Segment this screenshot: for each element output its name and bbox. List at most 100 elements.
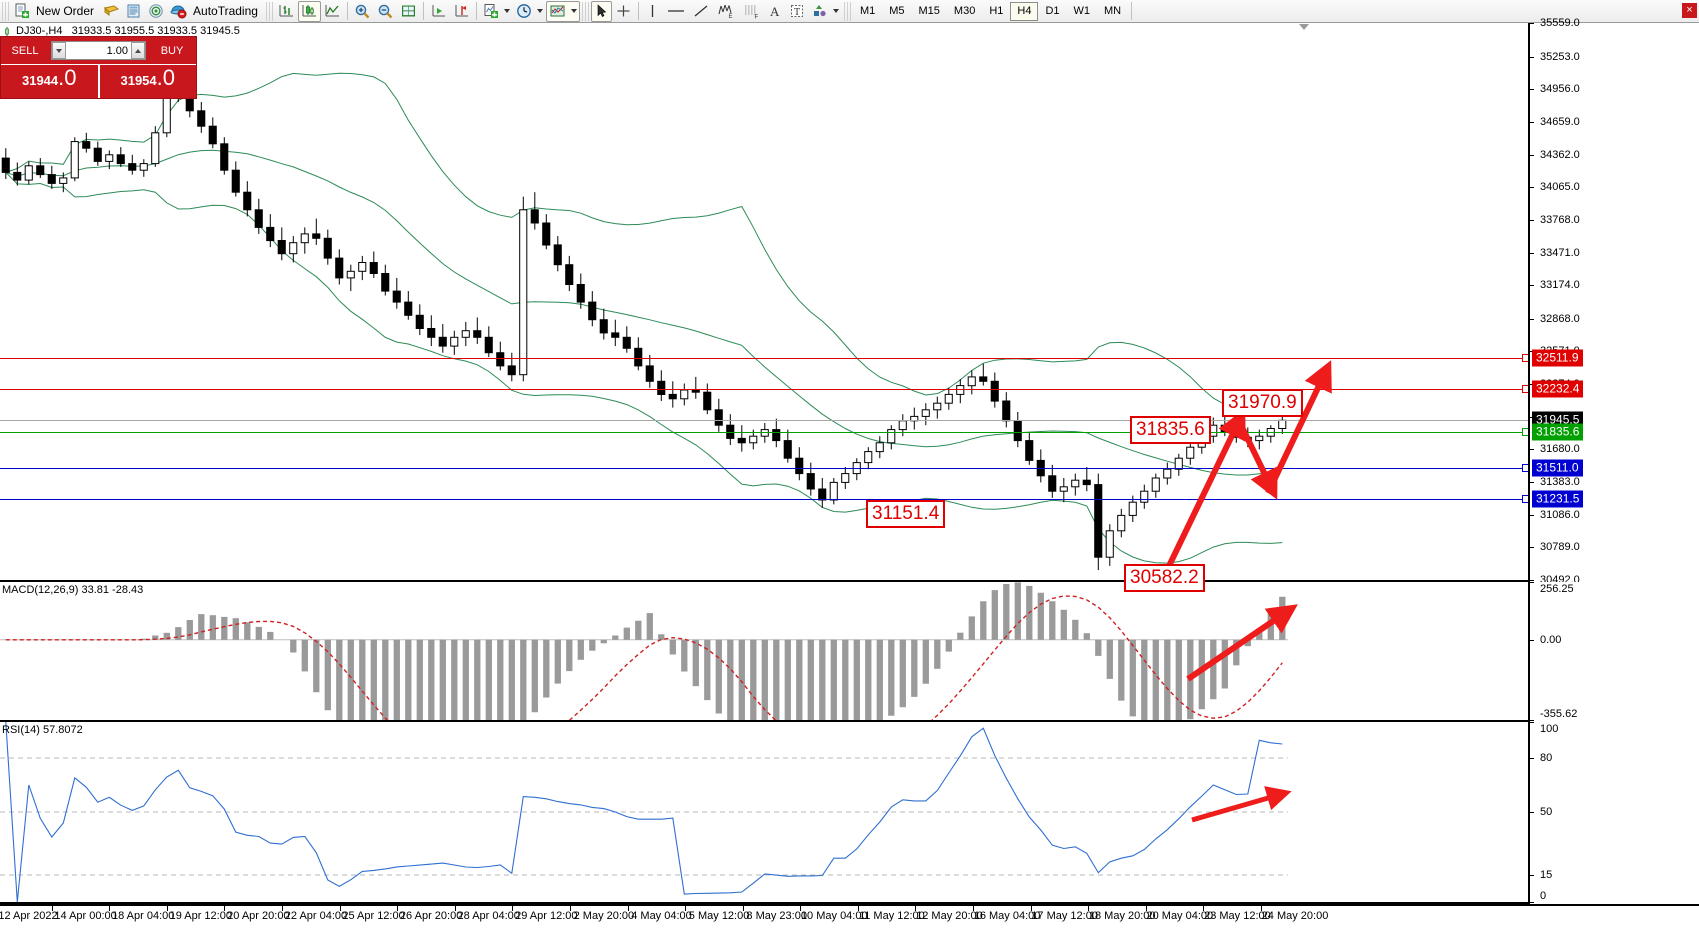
autoscroll-button[interactable]	[427, 1, 450, 22]
timeframe-mn-button[interactable]: MN	[1104, 4, 1122, 17]
period-dropdown-caret[interactable]	[536, 9, 543, 13]
rsi-pane[interactable]: RSI(14) 57.8072	[0, 722, 1528, 904]
indicators-icon	[484, 4, 498, 18]
cursor-tool-button[interactable]	[590, 0, 612, 22]
time-axis-tick	[109, 906, 111, 911]
templates-dropdown-caret[interactable]	[570, 9, 577, 13]
price-badge-bid-line[interactable]: 31835.6	[1532, 423, 1584, 441]
time-axis-tick-label: 16 May 04:00	[973, 910, 1041, 922]
templates-button[interactable]	[545, 0, 580, 22]
timeframe-m1-button[interactable]: M1	[859, 4, 876, 17]
navigator-button[interactable]	[145, 1, 167, 22]
bar-chart-button[interactable]	[275, 1, 298, 22]
macd-axis[interactable]: 256.25 0.00 -355.62	[1528, 582, 1699, 722]
price-axis-tick-label: 31383.0	[1540, 476, 1580, 489]
level-line-31231.5[interactable]	[0, 498, 1528, 500]
price-axis-tick-label: 34659.0	[1540, 115, 1580, 128]
level-line-31511.0[interactable]	[0, 467, 1528, 469]
toolbar-grip[interactable]	[2, 1, 9, 21]
toolbar-separator-2	[422, 2, 424, 20]
price-pane[interactable]: 31835.6 31970.9 31151.4 30582.2	[0, 23, 1530, 593]
axis-tick	[1530, 252, 1534, 254]
price-axis[interactable]: 35559.0 35253.0 34956.0 34659.0 34362.0 34065…	[1528, 17, 1699, 586]
price-badge-resistance-line[interactable]: 32511.9	[1532, 349, 1583, 367]
indicators-button[interactable]	[480, 1, 513, 22]
zoom-out-button[interactable]	[374, 1, 397, 22]
text-tool-button[interactable]: A	[765, 1, 786, 22]
time-axis-tick	[224, 906, 226, 911]
toolbar-grip-2[interactable]	[265, 1, 273, 21]
data-window-button[interactable]	[123, 1, 145, 22]
zoom-in-button[interactable]	[351, 1, 374, 22]
level-line-32232.4[interactable]	[0, 388, 1528, 390]
timeframe-m5-button[interactable]: M5	[889, 4, 905, 17]
grid-button[interactable]	[397, 1, 420, 22]
chevron-down-icon	[56, 48, 62, 53]
level-line-32511.9[interactable]	[0, 357, 1528, 359]
level-line-31945.5[interactable]	[0, 420, 1528, 422]
time-axis-tick-label: 28 Apr 04:00	[457, 910, 520, 922]
timeframe-h1-button[interactable]: H1	[989, 4, 1004, 17]
macd-pane[interactable]: MACD(12,26,9) 33.81 -28.43	[0, 582, 1528, 722]
timeframe-m15-button[interactable]: M15	[918, 4, 940, 17]
volume-decrease-button[interactable]	[52, 42, 66, 59]
new-order-button[interactable]: New Order	[11, 1, 100, 22]
line-chart-button[interactable]	[321, 1, 344, 22]
fibonacci-tool-button[interactable]: F	[739, 1, 765, 22]
buy-price-cell[interactable]: 31954 .0	[97, 65, 197, 98]
autotrading-button[interactable]: AutoTrading	[167, 1, 264, 22]
time-axis[interactable]: 12 Apr 2022 14 Apr 00:00 18 Apr 04:00 19 Ap…	[0, 904, 1699, 939]
period-button[interactable]	[513, 1, 546, 22]
trendline-tool-button[interactable]	[689, 1, 713, 22]
elliott-wave-icon: E	[718, 4, 732, 19]
toolbar-grip-4[interactable]	[843, 1, 851, 21]
close-chart-button[interactable]: ×	[1682, 3, 1697, 18]
shapes-tool-button[interactable]	[808, 1, 842, 22]
autoscroll-icon	[432, 5, 445, 17]
price-badge-support-line[interactable]: 31511.0	[1532, 459, 1583, 477]
shapes-icon	[813, 5, 826, 17]
buy-button[interactable]: BUY	[160, 44, 184, 57]
time-axis-tick	[1203, 906, 1205, 911]
sell-button[interactable]: SELL	[11, 44, 39, 57]
timeframe-d1-button[interactable]: D1	[1045, 4, 1060, 17]
vertical-line-tool-button[interactable]	[642, 1, 663, 22]
volume-increase-button[interactable]	[131, 42, 145, 59]
timeframe-m30-button[interactable]: M30	[953, 4, 976, 17]
candlestick-chart-button[interactable]	[297, 0, 321, 22]
rsi-axis-tick-label: 80	[1540, 752, 1553, 764]
sell-price-cell[interactable]: 31944 .0	[1, 65, 98, 98]
macd-bullish-arrow	[1186, 604, 1298, 682]
time-axis-tick	[627, 906, 629, 911]
rsi-axis[interactable]: 100 80 50 15 0	[1528, 722, 1699, 904]
price-axis-tick-label: 33768.0	[1540, 213, 1580, 226]
price-badge-support-line[interactable]: 31231.5	[1532, 490, 1584, 508]
time-axis-tick-label: 18 May 20:00	[1088, 910, 1156, 922]
elliott-wave-tool-button[interactable]: E	[713, 1, 739, 22]
toolbar-grip-3[interactable]	[581, 1, 589, 21]
rsi-label: RSI(14) 57.8072	[2, 724, 83, 736]
market-watch-button[interactable]	[100, 1, 123, 22]
indicators-dropdown-caret[interactable]	[503, 9, 510, 13]
text-label-tool-button[interactable]: T	[786, 1, 808, 22]
level-line-31835.6[interactable]	[0, 432, 1528, 434]
price-annotation-31835.6[interactable]: 31835.6	[1130, 416, 1211, 445]
chart-scroll-indicator[interactable]	[1299, 24, 1309, 30]
price-annotation-31970.9[interactable]: 31970.9	[1222, 389, 1303, 418]
time-axis-tick	[973, 906, 975, 911]
volume-stepper[interactable]: 1.00	[51, 41, 146, 60]
price-annotation-31151.4[interactable]: 31151.4	[866, 499, 946, 528]
crosshair-tool-button[interactable]	[612, 1, 635, 22]
horizontal-line-tool-button[interactable]	[663, 1, 689, 22]
shapes-dropdown-caret[interactable]	[832, 9, 839, 13]
price-annotation-30582.2[interactable]: 30582.2	[1124, 564, 1205, 593]
toolbar-separator-3	[475, 2, 477, 20]
timeframe-h4-button[interactable]: H4	[1010, 1, 1039, 21]
chart-shift-button[interactable]	[450, 1, 473, 22]
timeframe-w1-button[interactable]: W1	[1073, 4, 1091, 17]
volume-input[interactable]: 1.00	[106, 44, 128, 57]
price-badge-resistance-line[interactable]: 32232.4	[1532, 380, 1584, 398]
market-watch-icon	[104, 5, 120, 16]
time-axis-tick-label: 5 May 12:00	[688, 910, 750, 922]
